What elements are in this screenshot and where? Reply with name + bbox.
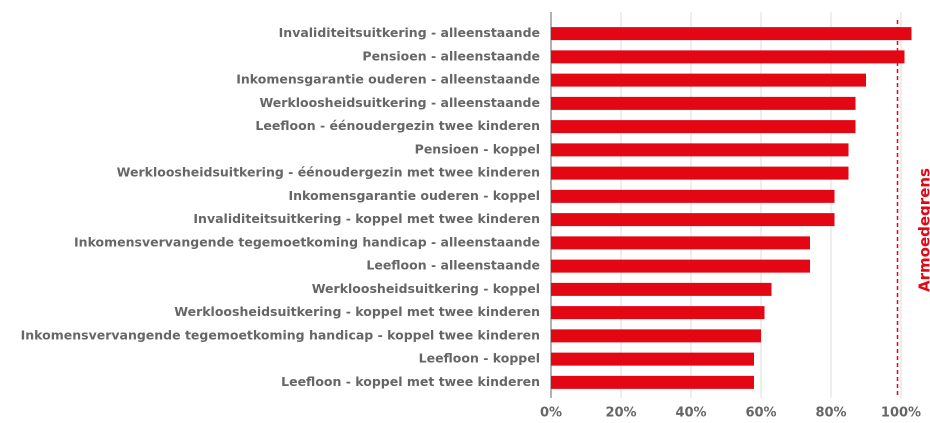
bar (551, 213, 835, 227)
x-tick-label: 20% (605, 406, 636, 421)
y-tick-label: Leefloon - éénoudergezin twee kinderen (255, 118, 540, 133)
y-tick-label: Werkloosheidsuitkering - alleenstaande (259, 95, 540, 110)
x-tick-label: 0% (540, 406, 562, 421)
y-tick-label: Werkloosheidsuitkering - éénoudergezin m… (117, 165, 540, 180)
bar (551, 166, 849, 180)
y-tick-label: Invaliditeitsuitkering - alleenstaande (279, 25, 540, 40)
bar (551, 375, 754, 389)
bar (551, 236, 810, 250)
bar (551, 96, 856, 110)
y-tick-label: Werkloosheidsuitkering - koppel (312, 281, 540, 296)
x-tick-label: 80% (815, 406, 846, 421)
bar (551, 143, 849, 157)
y-tick-label: Inkomensvervangende tegemoetkoming handi… (74, 234, 540, 249)
bar (551, 73, 866, 87)
y-tick-label: Inkomensvervangende tegemoetkoming handi… (21, 327, 540, 342)
bar (551, 189, 835, 203)
y-tick-label: Werkloosheidsuitkering - koppel met twee… (174, 304, 540, 319)
bar (551, 120, 856, 134)
y-tick-label: Leefloon - koppel met twee kinderen (281, 374, 540, 389)
x-tick-label: 100% (881, 406, 921, 421)
threshold-label: Armoedegrens (916, 168, 930, 292)
y-tick-label: Pensioen - alleenstaande (362, 48, 540, 63)
y-tick-label: Leefloon - koppel (419, 351, 540, 366)
bar (551, 27, 912, 41)
bar (551, 329, 761, 343)
bar (551, 282, 772, 296)
x-tick-label: 60% (745, 406, 776, 421)
bar (551, 306, 765, 320)
y-tick-label: Invaliditeitsuitkering - koppel met twee… (193, 211, 540, 226)
x-tick-label: 40% (675, 406, 706, 421)
y-tick-label: Leefloon - alleenstaande (366, 258, 540, 273)
y-tick-label: Inkomensgarantie ouderen - alleenstaande (236, 72, 540, 87)
bar (551, 352, 754, 366)
y-tick-label: Inkomensgarantie ouderen - koppel (289, 188, 541, 203)
bar (551, 259, 810, 273)
bar (551, 50, 905, 64)
y-tick-label: Pensioen - koppel (415, 141, 540, 156)
